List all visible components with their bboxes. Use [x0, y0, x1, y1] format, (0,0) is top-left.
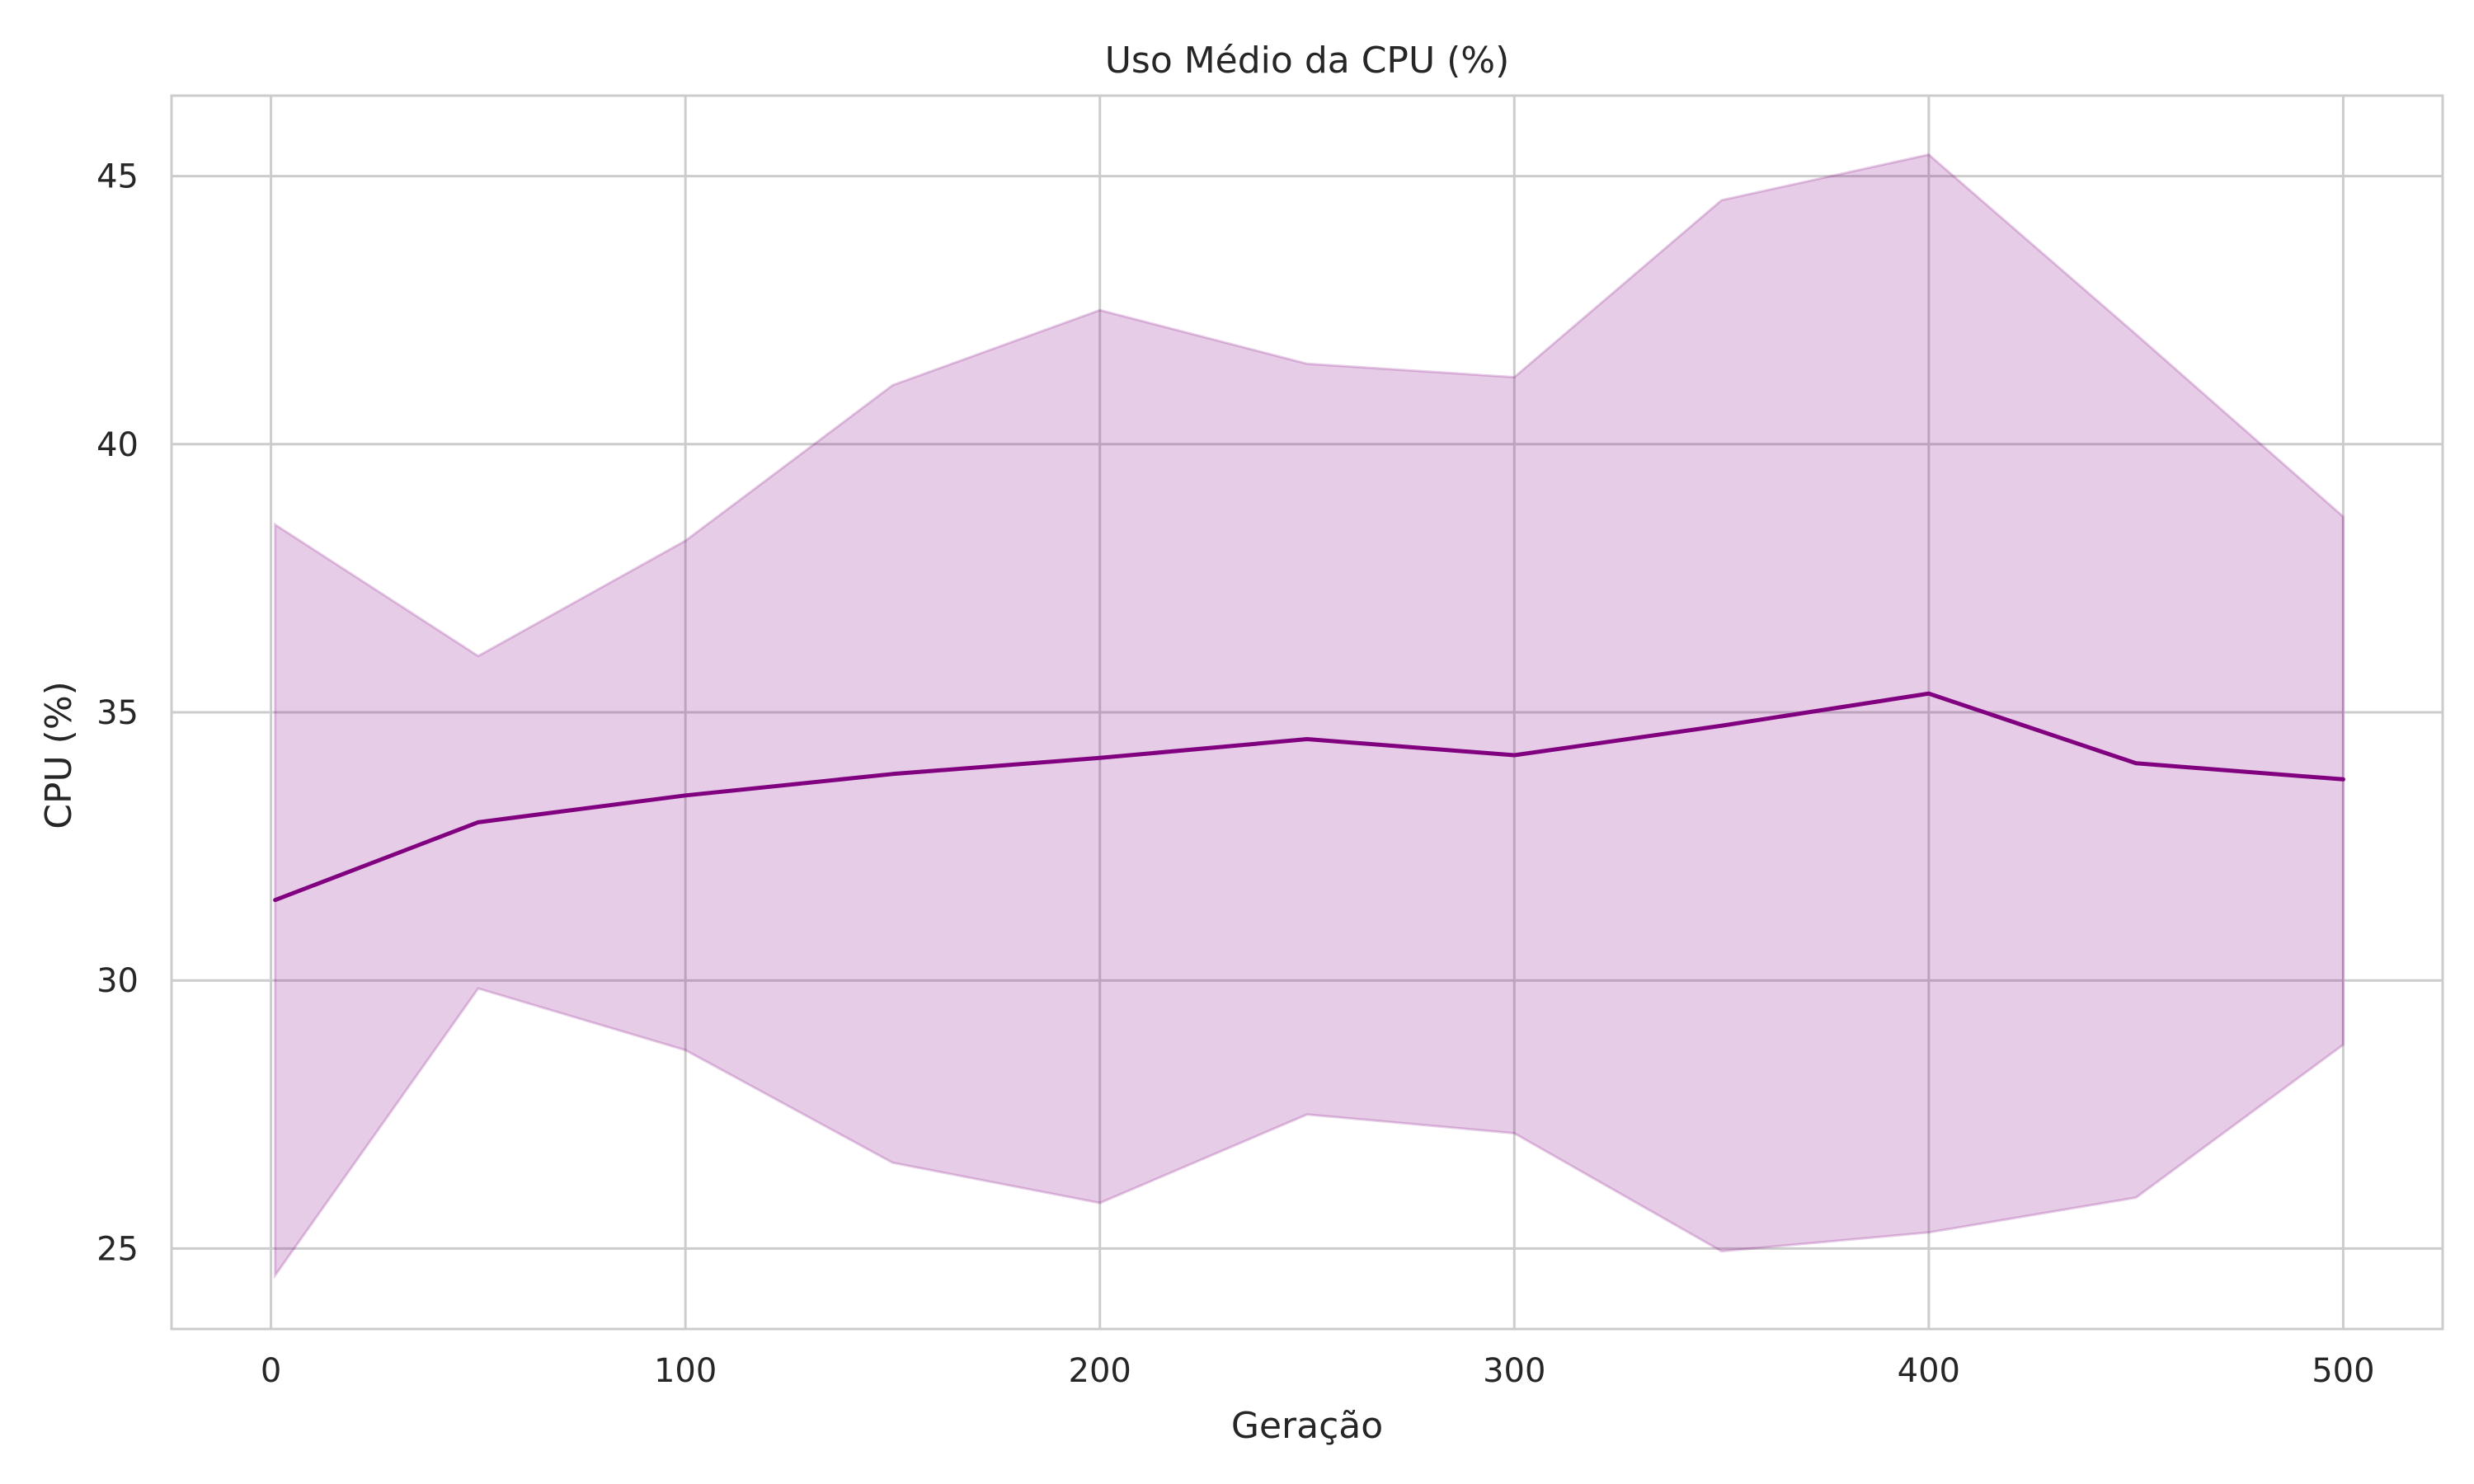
x-tick-label: 200 [1069, 1352, 1131, 1390]
plot-frame [170, 94, 2444, 1331]
data-point [2341, 777, 2345, 781]
data-point [684, 794, 687, 797]
x-axis-label: Geração [1231, 1405, 1383, 1447]
data-point [891, 773, 894, 776]
x-tick-label: 0 [261, 1352, 281, 1390]
x-tick-label: 500 [2312, 1352, 2374, 1390]
y-axis-label: CPU (%) [38, 681, 80, 829]
data-point [1720, 724, 1724, 727]
x-tick-label: 300 [1483, 1352, 1545, 1390]
y-tick-label: 25 [96, 1230, 139, 1268]
x-tick-label: 400 [1898, 1352, 1960, 1390]
chart-title: Uso Médio da CPU (%) [1105, 40, 1510, 82]
grid [172, 96, 2443, 1329]
x-tick-label: 100 [654, 1352, 717, 1390]
data-point [1098, 756, 1102, 759]
confidence-band [274, 153, 2345, 1280]
data-point [477, 820, 480, 824]
data-point [2134, 762, 2138, 765]
data-point [274, 899, 277, 902]
y-tick-label: 30 [96, 962, 139, 1000]
confidence-band-layer [274, 153, 2345, 1280]
data-point [1305, 738, 1309, 741]
data-point [1512, 754, 1516, 757]
x-tick-labels: 0 100 200 300 400 500 [261, 1352, 2375, 1390]
series-line-layer [273, 691, 2345, 903]
y-tick-label: 45 [96, 158, 139, 196]
data-point [1927, 692, 1931, 695]
y-tick-labels: 25 30 35 40 45 [96, 158, 139, 1269]
y-tick-label: 35 [96, 694, 139, 732]
y-tick-label: 40 [96, 426, 139, 464]
